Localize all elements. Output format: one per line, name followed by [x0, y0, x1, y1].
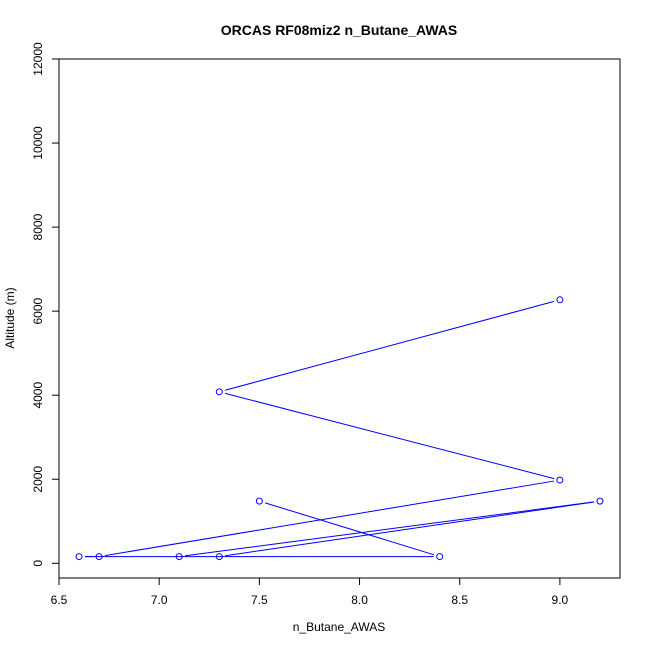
x-axis: 6.5 7.0 7.5 8.0 8.5 9.0	[51, 577, 569, 607]
series-segment	[224, 300, 555, 391]
data-point	[95, 553, 103, 561]
y-tick-label: 2000	[31, 466, 45, 493]
data-point	[556, 476, 564, 484]
data-point	[175, 553, 183, 561]
series-segment	[224, 392, 555, 480]
x-tick-label: 7.0	[151, 593, 168, 607]
y-axis-label: Altitude (m)	[3, 287, 17, 348]
y-tick-label: 8000	[31, 213, 45, 240]
series-segment	[225, 501, 595, 557]
x-tick-label: 7.5	[251, 593, 268, 607]
data-point	[215, 388, 223, 396]
data-point	[75, 553, 83, 561]
series-segment	[104, 480, 555, 557]
plot-frame	[58, 58, 621, 579]
series-segment	[264, 502, 435, 556]
x-axis-label: n_Butane_AWAS	[293, 620, 386, 634]
data-point	[436, 553, 444, 561]
x-tick-label: 6.5	[51, 593, 68, 607]
y-tick-label: 6000	[31, 297, 45, 324]
y-tick-label: 0	[31, 560, 45, 567]
x-tick-label: 8.0	[351, 593, 368, 607]
data-point	[215, 553, 223, 561]
data-point	[255, 497, 263, 505]
series-layer	[75, 296, 604, 561]
x-tick-label: 9.0	[552, 593, 569, 607]
y-tick-label: 12000	[31, 42, 45, 76]
y-axis: 0 2000 4000 6000 8000 10000 12000	[31, 42, 60, 567]
series-segment	[185, 501, 595, 557]
data-point	[556, 296, 564, 304]
x-tick-label: 8.5	[451, 593, 468, 607]
data-point	[596, 497, 604, 505]
y-tick-label: 4000	[31, 382, 45, 409]
y-tick-label: 10000	[31, 126, 45, 160]
chart-title: ORCAS RF08miz2 n_Butane_AWAS	[221, 22, 458, 38]
